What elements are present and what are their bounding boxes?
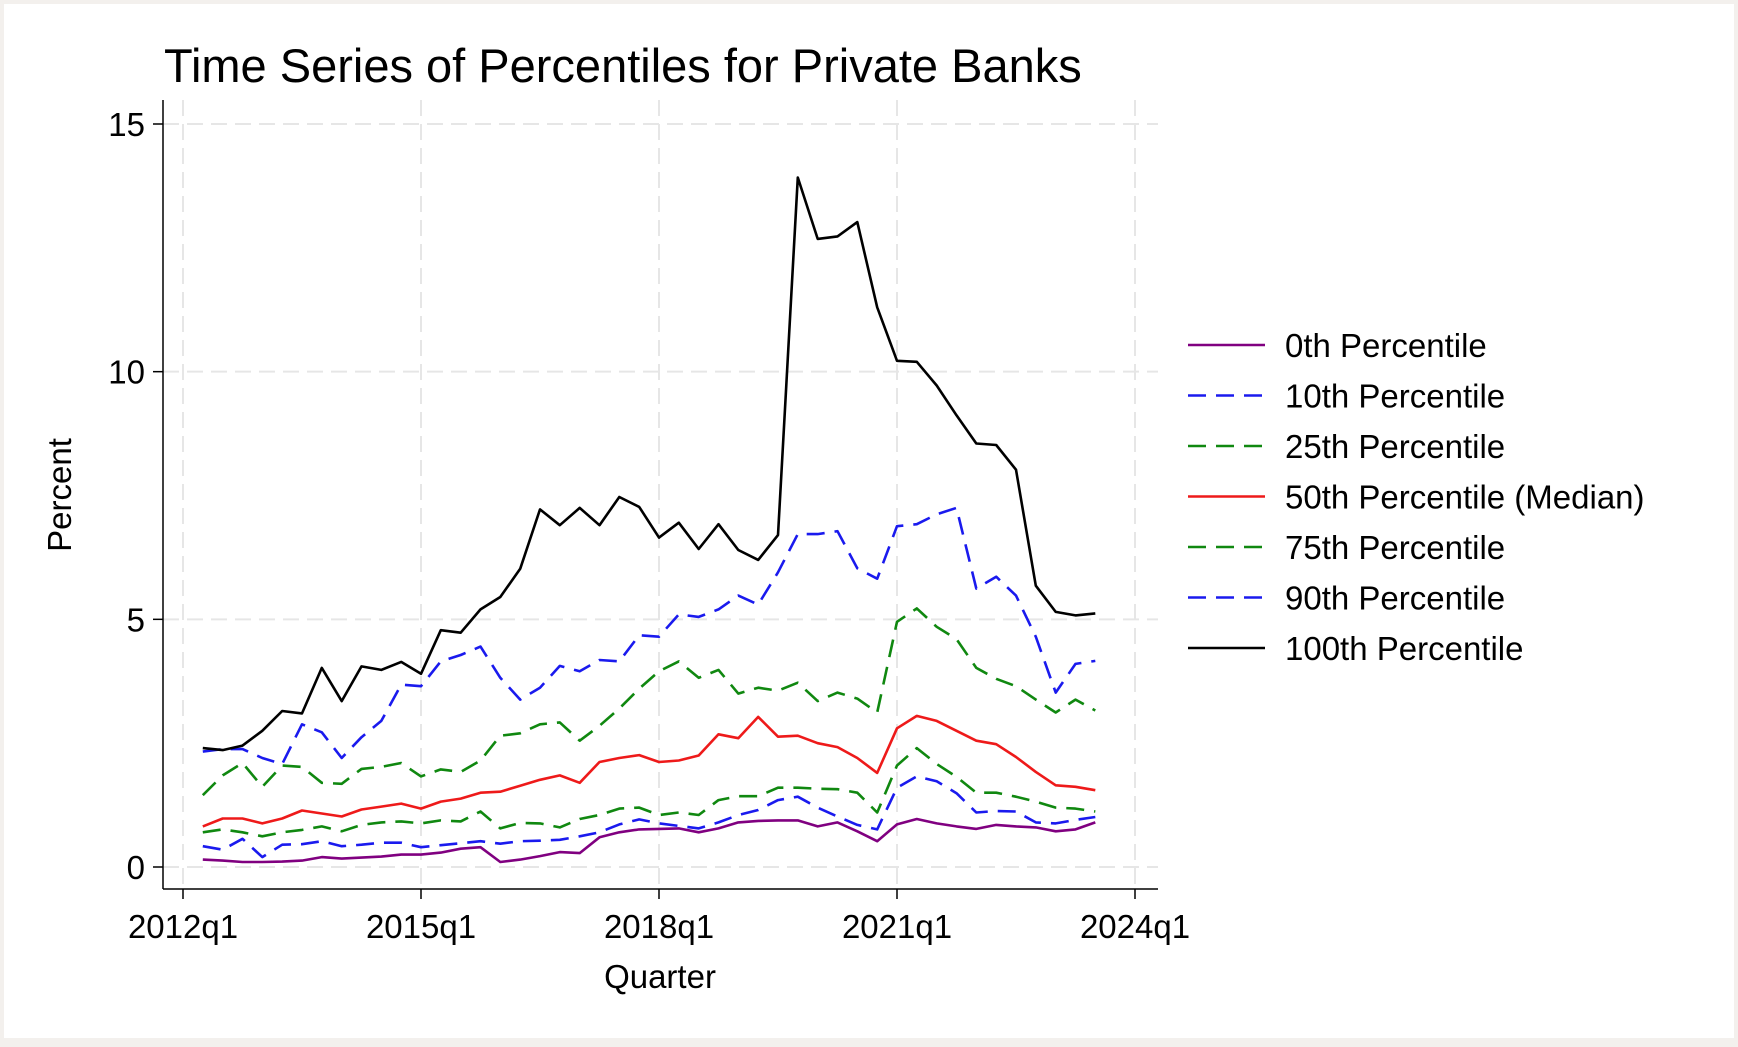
legend-label: 50th Percentile (Median) (1285, 479, 1645, 516)
series-line (202, 817, 1096, 864)
series-line (202, 746, 1096, 838)
legend-label: 100th Percentile (1285, 630, 1524, 667)
axis-ticks: 0 5 10 15 2012q1 2015q1 2018q1 2021q1 2024q1 (108, 106, 1190, 945)
series-lines (201, 176, 1096, 864)
x-tick-label: 2024q1 (1080, 908, 1190, 945)
x-tick-label: 2018q1 (604, 908, 714, 945)
series-line (202, 714, 1096, 828)
x-tick-label: 2021q1 (842, 908, 952, 945)
series-line (202, 506, 1096, 766)
series-line (201, 607, 1096, 797)
series-line (202, 176, 1096, 752)
legend: 0th Percentile 10th Percentile 25th Percen… (1188, 327, 1645, 667)
x-tick-label: 2012q1 (128, 908, 238, 945)
plot-area (163, 100, 1158, 884)
series-line (202, 775, 1096, 859)
legend-label: 90th Percentile (1285, 580, 1505, 617)
y-tick-label: 15 (108, 106, 145, 143)
axes (162, 100, 1158, 890)
chart-title: Time Series of Percentiles for Private B… (164, 39, 1082, 92)
gridlines (163, 100, 1158, 884)
legend-label: 25th Percentile (1285, 428, 1505, 465)
y-tick-label: 10 (108, 354, 145, 391)
y-axis-label: Percent (41, 438, 78, 552)
y-tick-label: 5 (127, 601, 145, 638)
x-tick-label: 2015q1 (366, 908, 476, 945)
legend-label: 10th Percentile (1285, 378, 1505, 415)
x-axis-label: Quarter (604, 958, 716, 995)
legend-label: 0th Percentile (1285, 327, 1487, 364)
y-tick-label: 0 (127, 849, 145, 886)
legend-label: 75th Percentile (1285, 529, 1505, 566)
